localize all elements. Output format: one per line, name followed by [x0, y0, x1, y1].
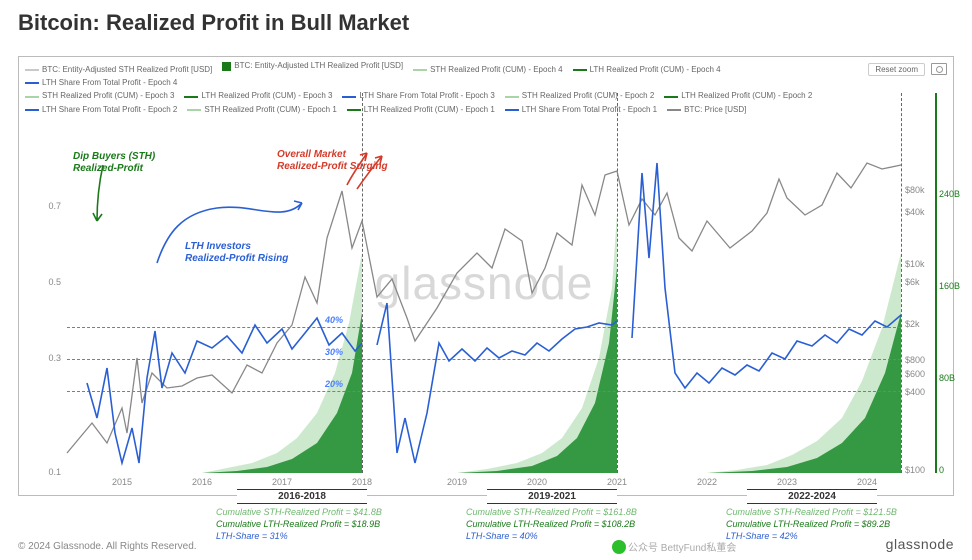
x-year-label: 2019	[447, 477, 467, 487]
y-price-tick: $400	[905, 387, 945, 397]
x-year-label: 2022	[697, 477, 717, 487]
annotation-arrows	[67, 93, 901, 473]
epoch-divider	[901, 93, 902, 473]
wechat-overlay: 公众号 BettyFund私董会	[612, 539, 736, 554]
x-year-label: 2017	[272, 477, 292, 487]
epoch-stats: Cumulative STH-Realized Profit = $161.8B…	[466, 506, 637, 542]
legend-item[interactable]: BTC: Entity-Adjusted STH Realized Profit…	[25, 64, 212, 77]
y-price-tick: $10k	[905, 259, 945, 269]
y-price-tick: $40k	[905, 207, 945, 217]
y-cum-tick: 240B	[939, 189, 972, 199]
x-year-label: 2024	[857, 477, 877, 487]
chart-title: Bitcoin: Realized Profit in Bull Market	[18, 10, 409, 36]
camera-icon[interactable]	[931, 63, 947, 75]
y-left-tick: 0.7	[21, 201, 61, 211]
chart-annotation: Dip Buyers (STH)Realized-Profit	[73, 151, 155, 175]
y-left-tick: 0.1	[21, 467, 61, 477]
y-price-tick: $800	[905, 355, 945, 365]
y-left-tick: 0.5	[21, 277, 61, 287]
reset-zoom-button[interactable]: Reset zoom	[868, 63, 925, 76]
x-year-label: 2023	[777, 477, 797, 487]
legend-item[interactable]: STH Realized Profit (CUM) - Epoch 4	[413, 64, 562, 77]
x-year-label: 2016	[192, 477, 212, 487]
legend-item[interactable]: LTH Realized Profit (CUM) - Epoch 4	[573, 64, 721, 77]
chart-annotation: LTH InvestorsRealized-Profit Rising	[185, 241, 288, 265]
y-left-tick: 0.3	[21, 353, 61, 363]
legend-item[interactable]: BTC: Entity-Adjusted LTH Realized Profit…	[222, 60, 403, 73]
chart-annotation: Overall MarketRealized-Profit Surging	[277, 149, 388, 173]
epoch-label: 2016-2018	[237, 489, 367, 504]
plot-area: glassnode 20%30%40% Dip Buyers (STH)Real…	[67, 93, 901, 473]
y-cum-tick: 80B	[939, 373, 972, 383]
x-year-label: 2020	[527, 477, 547, 487]
epoch-stats: Cumulative STH-Realized Profit = $41.8BC…	[216, 506, 382, 542]
copyright: © 2024 Glassnode. All Rights Reserved.	[18, 541, 197, 552]
y-cum-tick: 160B	[939, 281, 972, 291]
x-year-label: 2021	[607, 477, 627, 487]
epoch-label: 2019-2021	[487, 489, 617, 504]
epoch-stats: Cumulative STH-Realized Profit = $121.5B…	[726, 506, 897, 542]
chart-frame: BTC: Entity-Adjusted STH Realized Profit…	[18, 56, 954, 496]
y-cum-tick: 0	[939, 465, 972, 475]
x-year-label: 2015	[112, 477, 132, 487]
brand-logo: glassnode	[886, 536, 954, 552]
legend-item[interactable]: LTH Share From Total Profit - Epoch 4	[25, 77, 177, 90]
x-year-label: 2018	[352, 477, 372, 487]
epoch-label: 2022-2024	[747, 489, 877, 504]
y-price-tick: $2k	[905, 319, 945, 329]
